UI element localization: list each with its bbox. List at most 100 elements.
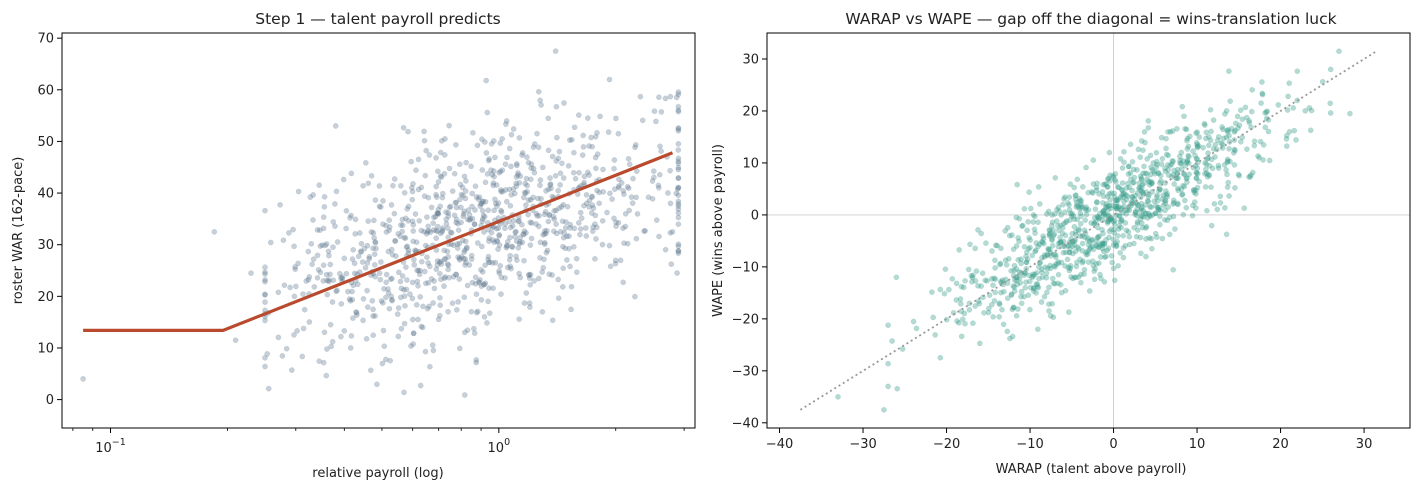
right-data-point (1059, 224, 1066, 231)
left-data-point (343, 225, 349, 232)
left-data-point (373, 245, 379, 252)
left-y-tick-label: 60 (37, 83, 54, 98)
left-data-point (363, 335, 370, 342)
right-data-point (1158, 134, 1165, 141)
left-data-point (531, 141, 538, 147)
right-data-point (1244, 146, 1250, 152)
right-data-point (1078, 197, 1085, 204)
right-data-point (1106, 228, 1113, 235)
right-data-point (1094, 238, 1100, 245)
left-data-point (615, 219, 622, 226)
left-data-point (563, 219, 569, 225)
left-data-point (499, 135, 506, 142)
right-data-point (1025, 292, 1032, 298)
left-data-point (493, 182, 500, 188)
left-data-point (468, 308, 475, 315)
right-data-point (1155, 206, 1162, 213)
right-data-point (1115, 184, 1122, 190)
right-data-point (1123, 192, 1129, 198)
left-data-point (557, 170, 564, 177)
right-data-point (1135, 202, 1142, 209)
left-data-point (333, 288, 340, 295)
left-data-point (534, 130, 540, 137)
right-data-point (1064, 256, 1071, 263)
left-data-point (300, 325, 307, 332)
left-data-point (675, 248, 682, 254)
left-data-point (422, 280, 429, 287)
left-data-point (422, 242, 429, 249)
right-data-point (1126, 233, 1133, 240)
left-data-point (498, 207, 504, 214)
left-data-point (465, 207, 472, 213)
left-data-point (364, 304, 371, 310)
left-data-point (471, 330, 478, 337)
right-data-point (1041, 252, 1048, 258)
right-data-point (1071, 216, 1077, 223)
right-data-point (1171, 199, 1177, 206)
right-data-point (1236, 172, 1243, 179)
right-data-point (1044, 289, 1050, 296)
right-data-point (1226, 145, 1232, 152)
left-data-point (498, 274, 505, 281)
left-data-point (594, 151, 601, 157)
right-data-point (1241, 205, 1248, 212)
right-data-point (1089, 236, 1096, 243)
right-data-point (1143, 223, 1150, 230)
right-data-point (1002, 257, 1009, 264)
right-data-point (1044, 265, 1051, 272)
right-data-point (990, 282, 996, 289)
left-chart-title: Step 1 — talent payroll predicts (255, 10, 500, 28)
right-data-point (1290, 105, 1297, 111)
left-data-point (482, 198, 489, 205)
right-data-point (1079, 259, 1086, 266)
left-data-point (458, 191, 465, 198)
left-data-point (466, 262, 473, 268)
left-data-point (314, 274, 321, 281)
right-data-point (1077, 233, 1084, 239)
left-data-point (425, 223, 432, 230)
left-data-point (435, 316, 442, 323)
right-data-point (966, 306, 973, 313)
right-data-point (984, 277, 990, 284)
left-data-point (381, 343, 388, 350)
left-data-point (472, 280, 479, 287)
right-data-point (1166, 231, 1173, 238)
left-data-point (613, 223, 619, 230)
right-data-point (1106, 234, 1112, 241)
left-data-point (376, 183, 383, 189)
right-data-point (1179, 191, 1186, 197)
right-data-point (1275, 102, 1282, 108)
right-data-point (1107, 196, 1113, 203)
left-data-point (596, 200, 603, 207)
right-data-point (1174, 125, 1180, 132)
left-data-point (350, 315, 356, 321)
right-data-point (1104, 203, 1111, 209)
right-data-point (1235, 125, 1241, 131)
left-data-point (442, 255, 449, 262)
left-data-point (385, 286, 391, 292)
right-data-point (1127, 170, 1134, 176)
left-data-point (306, 273, 313, 280)
left-data-point (459, 237, 466, 244)
right-data-point (1043, 211, 1050, 217)
right-data-point (1043, 274, 1050, 281)
right-data-point (1055, 260, 1062, 267)
left-data-point (675, 107, 682, 114)
right-data-point (1014, 281, 1021, 288)
right-data-point (1114, 184, 1121, 190)
right-data-point (1116, 212, 1122, 219)
right-data-point (1091, 276, 1098, 283)
left-data-point (665, 190, 671, 196)
right-data-point (1044, 251, 1051, 258)
right-data-point (1078, 279, 1084, 286)
left-data-point (325, 248, 332, 255)
left-data-point (341, 328, 348, 334)
right-data-point (1163, 192, 1170, 198)
right-data-point (1052, 252, 1059, 258)
left-data-point (370, 313, 376, 319)
left-data-point (305, 248, 312, 255)
right-data-point (1155, 170, 1162, 177)
right-data-point (1184, 159, 1190, 166)
left-data-point (338, 301, 345, 307)
left-data-point (440, 225, 446, 231)
